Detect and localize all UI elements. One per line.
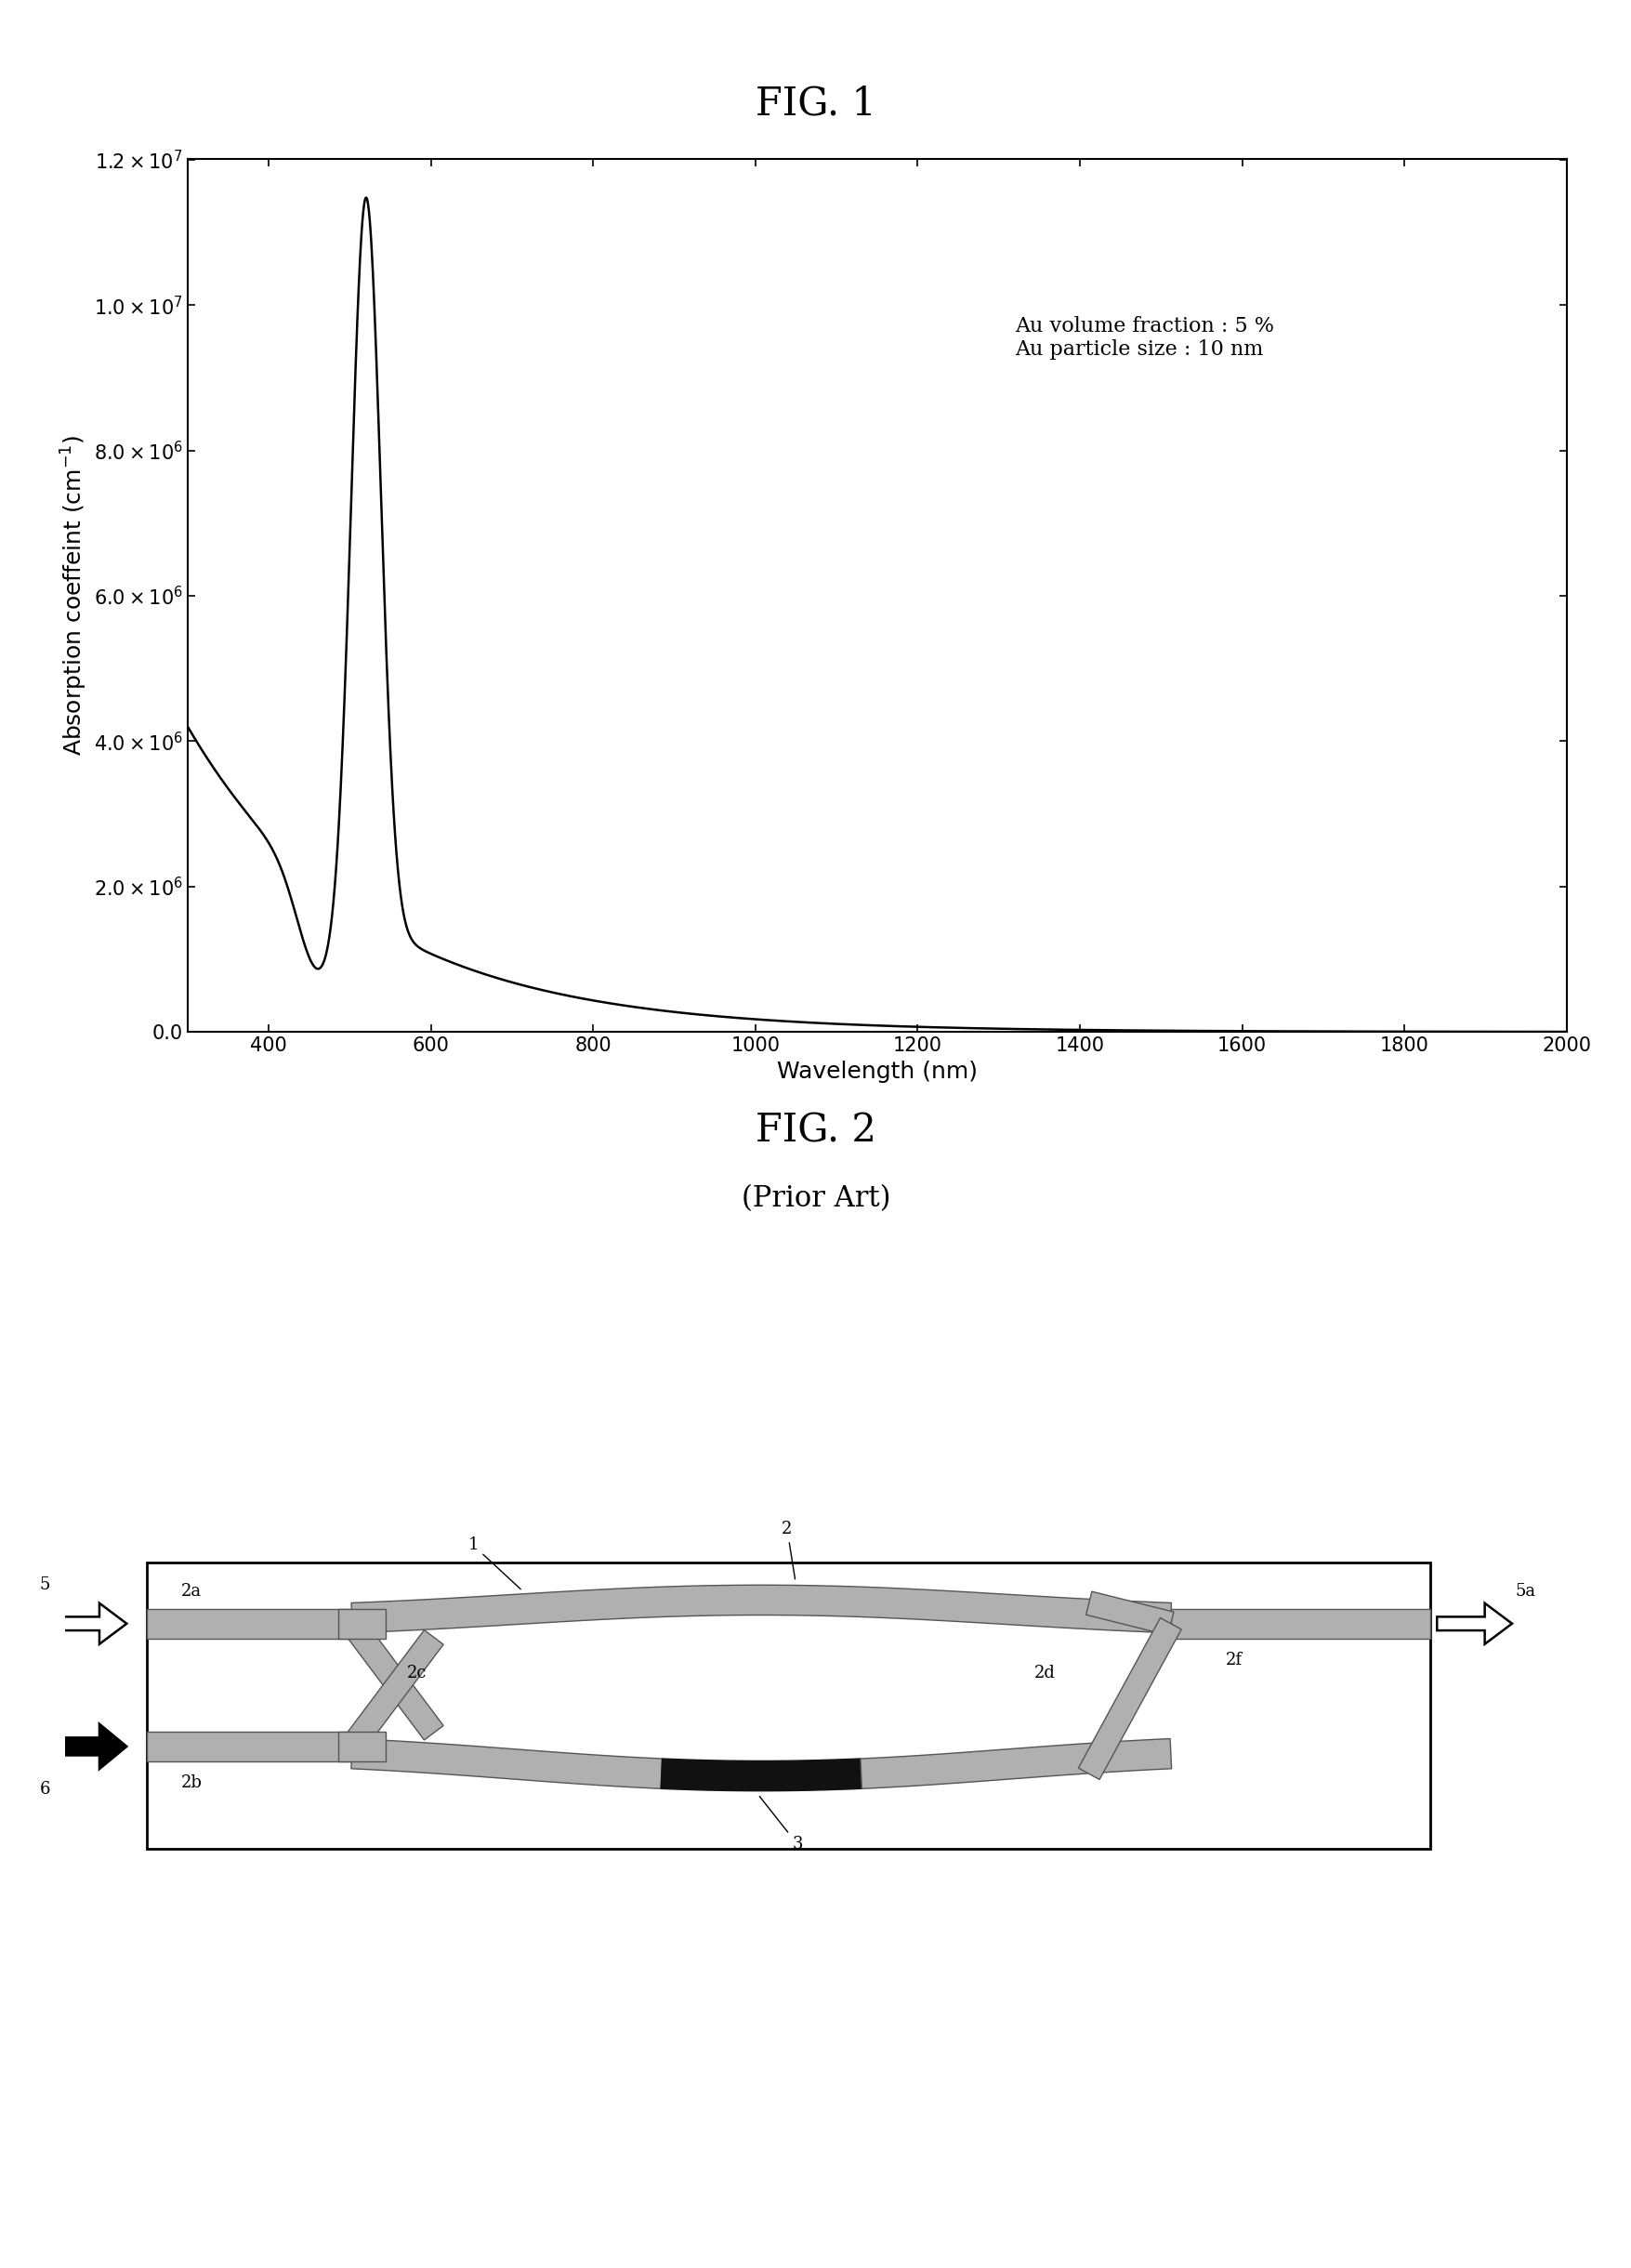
X-axis label: Wavelength (nm): Wavelength (nm) [776,1059,977,1082]
Text: 5: 5 [39,1576,51,1592]
Bar [147,1563,1429,1848]
FancyArrow shape [52,1603,127,1644]
Text: 1: 1 [468,1538,520,1590]
Text: 2c: 2c [406,1665,426,1683]
Polygon shape [338,1608,387,1637]
Polygon shape [351,1740,662,1789]
Polygon shape [351,1585,1171,1633]
Polygon shape [343,1631,444,1753]
Polygon shape [661,1758,861,1792]
Text: (Prior Art): (Prior Art) [740,1184,891,1213]
Text: 3: 3 [758,1796,802,1853]
Text: FIG. 1: FIG. 1 [755,84,876,122]
Y-axis label: Absorption coeffeint (cm$^{-1}$): Absorption coeffeint (cm$^{-1}$) [59,435,88,755]
FancyArrow shape [1437,1603,1512,1644]
Text: 5a: 5a [1515,1583,1535,1599]
Text: 2: 2 [781,1522,794,1579]
Text: 2a: 2a [181,1583,202,1599]
Text: FIG. 2: FIG. 2 [755,1111,876,1150]
Text: 6: 6 [39,1780,51,1799]
FancyArrow shape [52,1724,127,1769]
Text: 2f: 2f [1225,1651,1241,1669]
Polygon shape [1169,1608,1429,1637]
Polygon shape [147,1730,352,1762]
Polygon shape [338,1730,387,1762]
Text: Au volume fraction : 5 %
Au particle size : 10 nm: Au volume fraction : 5 % Au particle siz… [1014,315,1274,361]
Polygon shape [147,1608,352,1637]
Text: 2d: 2d [1034,1665,1055,1683]
Polygon shape [1078,1617,1181,1780]
Polygon shape [860,1740,1171,1789]
Polygon shape [1085,1592,1173,1635]
Polygon shape [343,1617,444,1740]
Text: 2b: 2b [181,1774,202,1792]
